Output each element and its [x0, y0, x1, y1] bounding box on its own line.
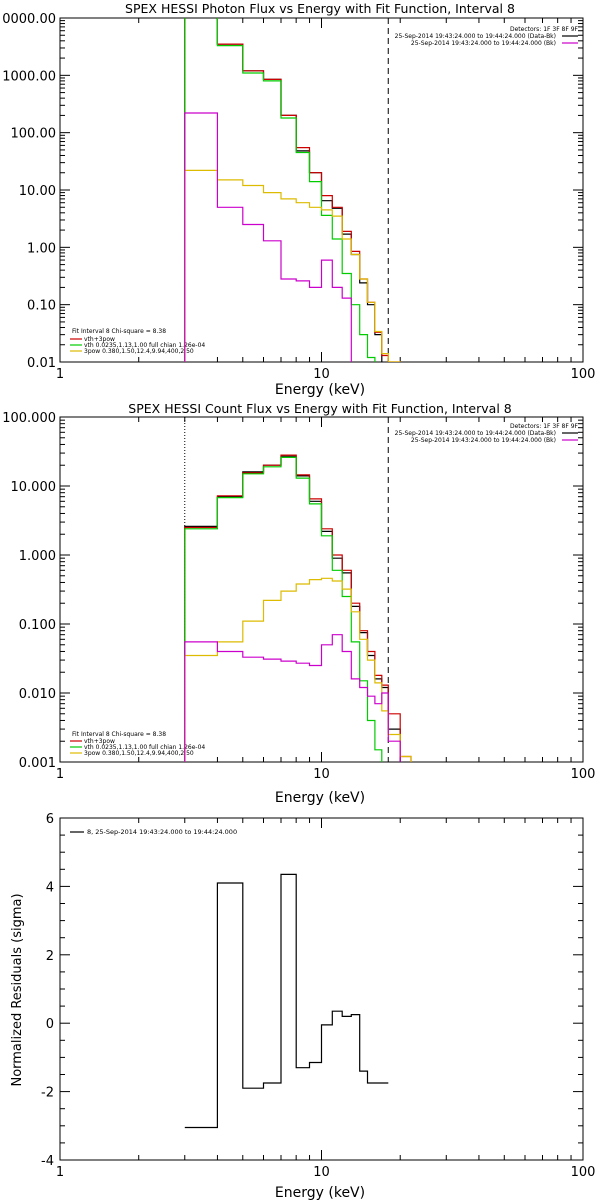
- y-tick-label: 1000.00: [2, 69, 56, 84]
- count-flux-panel: SPEX HESSI Count Flux vs Energy with Fit…: [2, 401, 595, 806]
- x-tick-label: 100: [571, 367, 596, 382]
- y-axis-label: Normalized Residuals (sigma): [10, 893, 25, 1086]
- legend-entry-3pow: 3pow 0.380,1.50,12.4,9.94,400,2.50: [84, 750, 194, 757]
- y-tick-label: 1.000: [19, 549, 56, 564]
- x-axis-label: Energy (keV): [275, 1185, 365, 1200]
- legend-entry-3pow: 3pow 0.380,1.50,12.4,9.94,400,2.50: [84, 348, 194, 355]
- legend-entry-vth-3pow: vth+3pow: [84, 336, 115, 343]
- series-group: [184, 873, 389, 1129]
- legend-entry-vth: vth 0.0235,1.13,1.00 full chian 1.26e-04: [84, 744, 205, 751]
- series-3pow: [184, 169, 401, 362]
- y-tick-label: 0.10: [27, 299, 56, 314]
- y-tick-label: 100.000: [2, 411, 56, 426]
- y-tick-label: 0.010: [19, 687, 56, 702]
- chart-title: SPEX HESSI Photon Flux vs Energy with Fi…: [125, 1, 515, 16]
- y-tick-label: -4: [41, 1154, 54, 1169]
- plot-frame: [59, 416, 584, 763]
- legend-fit-header: Fit Interval 8 Chi-square = 8.38: [72, 328, 166, 335]
- y-tick-label: 0.100: [19, 618, 56, 633]
- top-right-legend: Detectors: 1F 3F 8F 9F 25-Sep-2014 19:43…: [395, 26, 579, 47]
- y-tick-label: 0.01: [27, 356, 56, 371]
- y-tick-label: 1.00: [27, 241, 56, 256]
- y-tick-label: -2: [41, 1086, 54, 1101]
- y-tick-label: 6: [46, 812, 54, 827]
- y-tick-label: 0: [46, 1017, 54, 1032]
- legend-entry-data-bk: 25-Sep-2014 19:43:24.000 to 19:44:24.000…: [395, 430, 556, 437]
- y-tick-label: 10.00: [19, 184, 56, 199]
- legend-entry-bk: 25-Sep-2014 19:43:24.000 to 19:44:24.000…: [411, 40, 556, 47]
- series-vth: [184, 456, 383, 762]
- photon-flux-panel: SPEX HESSI Photon Flux vs Energy with Fi…: [2, 1, 596, 398]
- legend-detectors: Detectors: 1F 3F 8F 9F: [510, 423, 579, 430]
- series-group: [184, 18, 401, 362]
- x-tick-label: 10: [313, 367, 330, 382]
- x-tick-label: 1: [56, 1165, 64, 1180]
- series-residuals: [184, 873, 389, 1129]
- series-vth-3pow: [184, 454, 412, 762]
- series-group: [184, 454, 412, 762]
- series-vth: [184, 18, 376, 362]
- top-right-legend: Detectors: 1F 3F 8F 9F 25-Sep-2014 19:43…: [395, 423, 579, 444]
- series-3pow: [184, 577, 412, 762]
- legend-entry-residuals: 8, 25-Sep-2014 19:43:24.000 to 19:44:24.…: [87, 828, 237, 836]
- y-tick-label: 4: [46, 880, 54, 895]
- x-tick-label: 1: [56, 767, 64, 782]
- residuals-panel: Energy (keV) Normalized Residuals (sigma…: [10, 812, 595, 1200]
- legend-entry-data-bk: 25-Sep-2014 19:43:24.000 to 19:44:24.000…: [395, 33, 556, 40]
- series-bk: [184, 634, 401, 762]
- y-tick-label: 0000.00: [2, 12, 56, 27]
- x-tick-label: 10: [313, 767, 330, 782]
- y-tick-label: 10.000: [11, 480, 57, 495]
- x-tick-label: 10: [313, 1165, 330, 1180]
- chart-title: SPEX HESSI Count Flux vs Energy with Fit…: [128, 401, 511, 416]
- legend-detectors: Detectors: 1F 3F 8F 9F: [510, 26, 579, 33]
- x-tick-label: 1: [56, 367, 64, 382]
- legend-entry-bk: 25-Sep-2014 19:43:24.000 to 19:44:24.000…: [411, 437, 556, 444]
- y-tick-label: 2: [46, 949, 54, 964]
- x-axis-label: Energy (keV): [275, 382, 365, 398]
- x-axis-label: Energy (keV): [275, 790, 365, 806]
- y-tick-label: 0.001: [19, 756, 56, 771]
- bottom-left-legend: Fit Interval 8 Chi-square = 8.38 vth+3po…: [72, 328, 205, 355]
- bottom-left-legend: Fit Interval 8 Chi-square = 8.38 vth+3po…: [72, 731, 205, 757]
- legend-entry-vth: vth 0.0235,1.13,1.00 full chian 1.26e-04: [84, 342, 205, 349]
- x-tick-label: 100: [571, 1165, 596, 1180]
- legend-fit-header: Fit Interval 8 Chi-square = 8.38: [72, 731, 166, 738]
- legend-entry-vth-3pow: vth+3pow: [84, 738, 115, 745]
- series-bk: [184, 112, 352, 362]
- plot-frame: [59, 817, 584, 1161]
- series-data-bk: [184, 18, 383, 362]
- y-tick-label: 100.00: [11, 127, 57, 142]
- x-tick-label: 100: [571, 767, 596, 782]
